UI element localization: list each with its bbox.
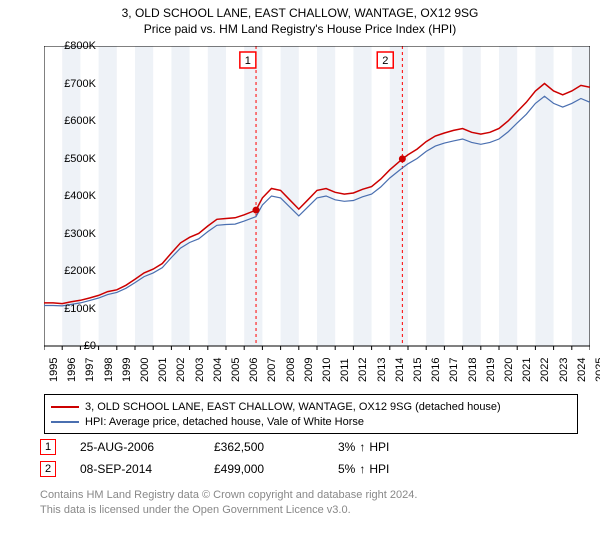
arrow-up-icon: ↑	[359, 440, 365, 454]
marker-price-1: £362,500	[214, 440, 314, 454]
x-tick-label: 2024	[576, 358, 588, 382]
x-tick-label: 2007	[266, 358, 278, 382]
marker-date-2: 08-SEP-2014	[80, 462, 190, 476]
title-line-2: Price paid vs. HM Land Registry's House …	[0, 22, 600, 36]
x-tick-label: 2003	[194, 358, 206, 382]
title-block: 3, OLD SCHOOL LANE, EAST CHALLOW, WANTAG…	[0, 0, 600, 36]
x-tick-label: 1996	[66, 358, 78, 382]
x-tick-label: 2001	[157, 358, 169, 382]
x-tick-label: 2004	[212, 358, 224, 382]
x-tick-label: 2009	[303, 358, 315, 382]
x-tick-label: 2018	[467, 358, 479, 382]
x-tick-label: 2019	[485, 358, 497, 382]
marker-row-2: 2 08-SEP-2014 £499,000 5% ↑ HPI	[40, 458, 574, 480]
marker-hpi-1: 3% ↑ HPI	[338, 440, 389, 454]
marker-hpi-pct-2: 5%	[338, 462, 355, 476]
marker-id-1: 1	[45, 441, 51, 453]
chart-svg: 12	[44, 46, 590, 384]
marker-table: 1 25-AUG-2006 £362,500 3% ↑ HPI 2 08-SEP…	[40, 436, 574, 480]
y-tick-label: £100K	[46, 303, 96, 315]
x-tick-label: 2023	[558, 358, 570, 382]
legend-swatch-hpi	[51, 421, 79, 423]
marker-hpi-pct-1: 3%	[338, 440, 355, 454]
footer-line-2: This data is licensed under the Open Gov…	[40, 503, 417, 518]
x-tick-label: 2021	[521, 358, 533, 382]
y-tick-label: £700K	[46, 78, 96, 90]
legend-row-property: 3, OLD SCHOOL LANE, EAST CHALLOW, WANTAG…	[51, 399, 571, 414]
arrow-up-icon: ↑	[359, 462, 365, 476]
y-tick-label: £200K	[46, 265, 96, 277]
chart: 12	[44, 46, 590, 384]
y-tick-label: £300K	[46, 228, 96, 240]
x-tick-label: 2011	[339, 358, 351, 382]
marker-date-1: 25-AUG-2006	[80, 440, 190, 454]
legend-row-hpi: HPI: Average price, detached house, Vale…	[51, 414, 571, 429]
x-tick-label: 2005	[230, 358, 242, 382]
x-tick-label: 2002	[175, 358, 187, 382]
legend: 3, OLD SCHOOL LANE, EAST CHALLOW, WANTAG…	[44, 394, 578, 434]
x-tick-label: 2012	[357, 358, 369, 382]
marker-hpi-label-2: HPI	[369, 462, 389, 476]
legend-label-property: 3, OLD SCHOOL LANE, EAST CHALLOW, WANTAG…	[85, 401, 501, 413]
x-tick-label: 2010	[321, 358, 333, 382]
marker-box-1: 1	[40, 439, 56, 455]
footer-line-1: Contains HM Land Registry data © Crown c…	[40, 488, 417, 503]
y-tick-label: £500K	[46, 153, 96, 165]
x-tick-label: 2022	[539, 358, 551, 382]
legend-label-hpi: HPI: Average price, detached house, Vale…	[85, 416, 364, 428]
marker-hpi-label-1: HPI	[369, 440, 389, 454]
svg-text:2: 2	[382, 55, 388, 67]
x-tick-label: 2015	[412, 358, 424, 382]
x-tick-label: 2008	[285, 358, 297, 382]
marker-price-2: £499,000	[214, 462, 314, 476]
y-tick-label: £0	[46, 340, 96, 352]
footer-attribution: Contains HM Land Registry data © Crown c…	[40, 488, 417, 518]
x-tick-label: 1998	[103, 358, 115, 382]
y-tick-label: £400K	[46, 190, 96, 202]
legend-swatch-property	[51, 406, 79, 408]
x-tick-label: 2020	[503, 358, 515, 382]
x-tick-label: 2013	[376, 358, 388, 382]
y-tick-label: £600K	[46, 115, 96, 127]
x-tick-label: 2000	[139, 358, 151, 382]
marker-box-2: 2	[40, 461, 56, 477]
x-tick-label: 2017	[448, 358, 460, 382]
y-tick-label: £800K	[46, 40, 96, 52]
svg-text:1: 1	[245, 55, 251, 67]
title-line-1: 3, OLD SCHOOL LANE, EAST CHALLOW, WANTAG…	[0, 6, 600, 20]
marker-row-1: 1 25-AUG-2006 £362,500 3% ↑ HPI	[40, 436, 574, 458]
x-tick-label: 2016	[430, 358, 442, 382]
x-tick-label: 1997	[84, 358, 96, 382]
x-tick-label: 2014	[394, 358, 406, 382]
x-tick-label: 2006	[248, 358, 260, 382]
marker-hpi-2: 5% ↑ HPI	[338, 462, 389, 476]
x-tick-label: 1995	[48, 358, 60, 382]
marker-id-2: 2	[45, 463, 51, 475]
x-tick-label: 2025	[594, 358, 600, 382]
x-tick-label: 1999	[121, 358, 133, 382]
